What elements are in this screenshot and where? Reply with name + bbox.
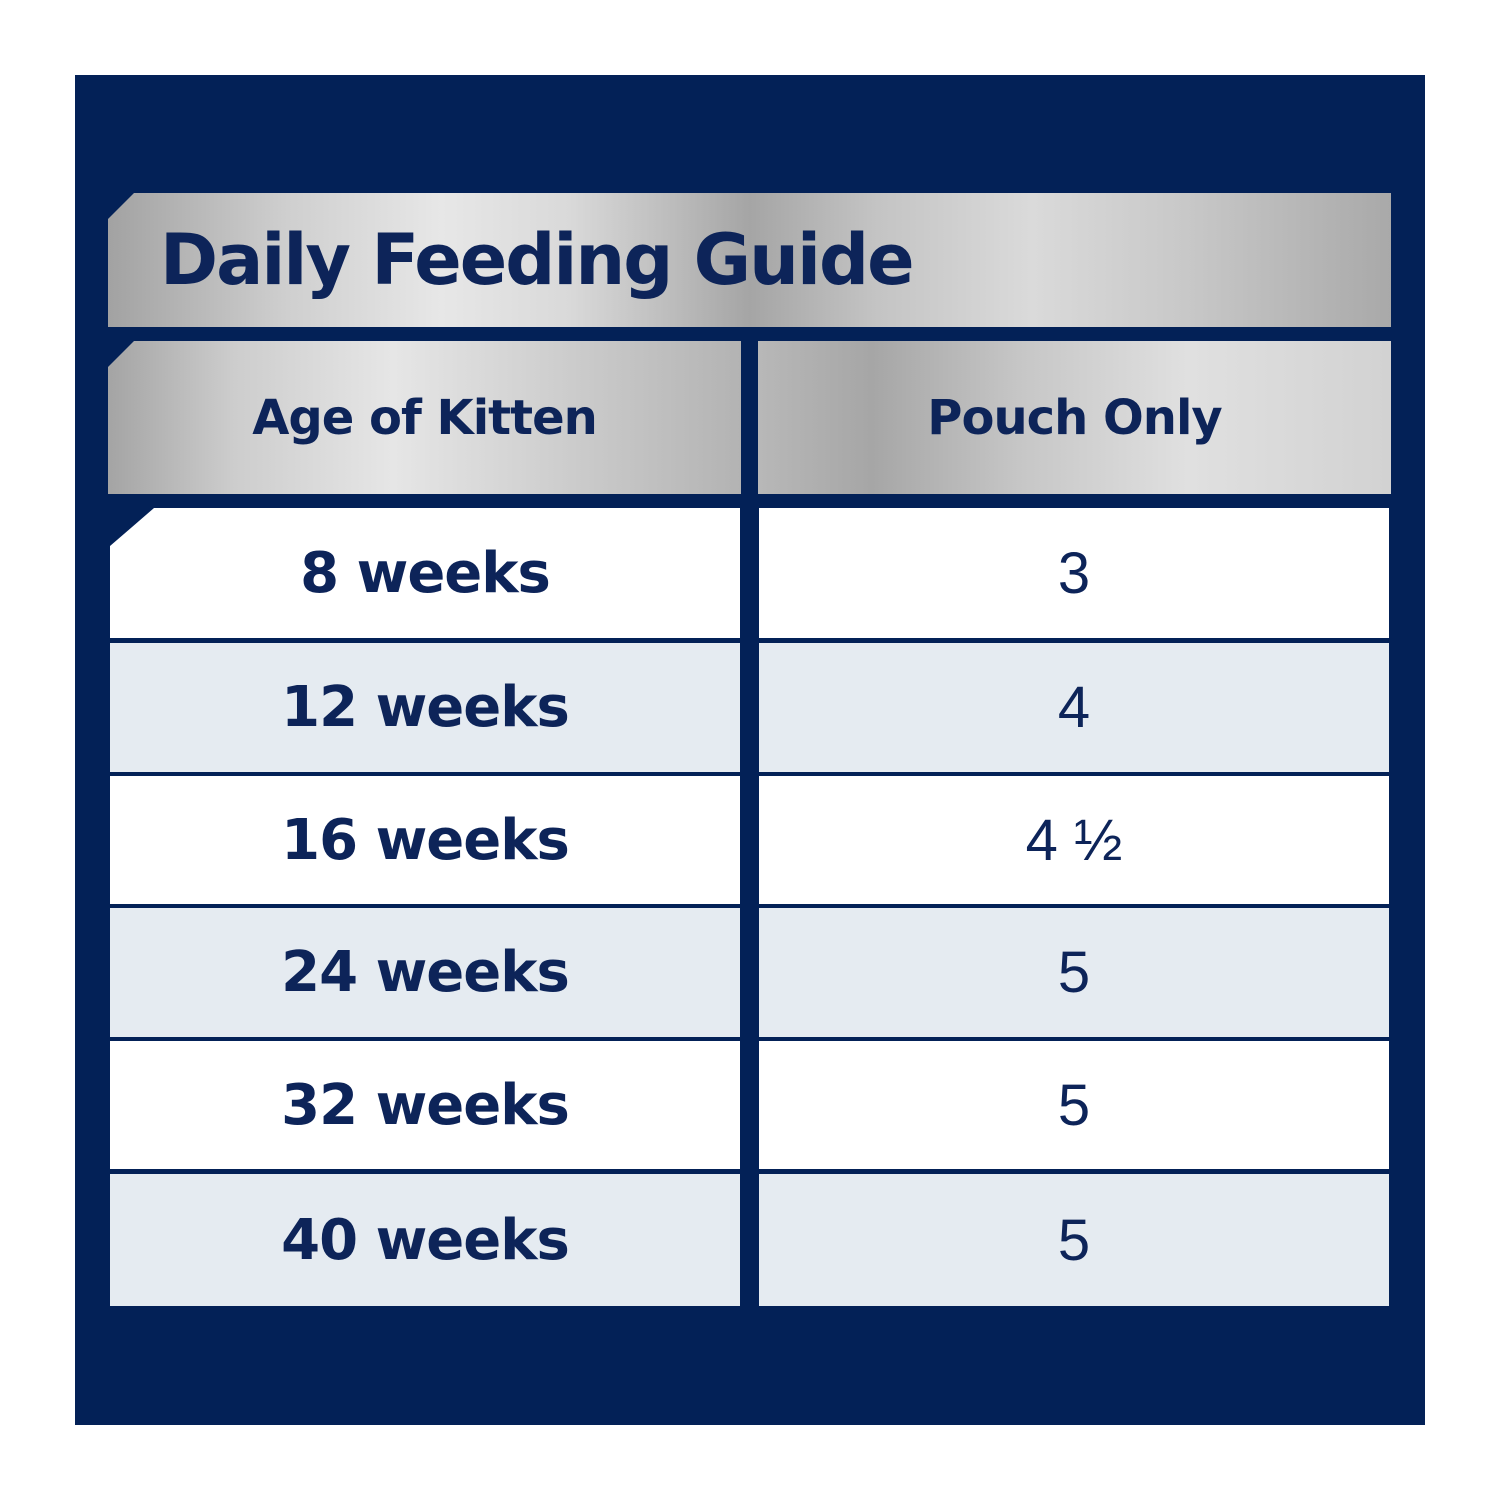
table-cell-age: 32 weeks <box>110 1041 740 1169</box>
column-header-pouch: Pouch Only <box>758 341 1391 494</box>
table-cell-pouch: 4 ½ <box>759 776 1389 904</box>
table-cell-age: 24 weeks <box>110 908 740 1037</box>
table-cell-age: 16 weeks <box>110 776 740 904</box>
page-title: Daily Feeding Guide <box>160 219 915 301</box>
column-header-age: Age of Kitten <box>108 341 741 494</box>
table-cell-age: 12 weeks <box>110 643 740 772</box>
table-cell-pouch: 5 <box>759 1174 1389 1306</box>
table-cell-pouch: 5 <box>759 908 1389 1037</box>
table-cell-pouch: 3 <box>759 508 1389 638</box>
title-banner: Daily Feeding Guide <box>108 193 1391 327</box>
table-cell-pouch: 4 <box>759 643 1389 772</box>
table-cell-age: 40 weeks <box>110 1174 740 1306</box>
table-cell-pouch: 5 <box>759 1041 1389 1169</box>
table-cell-age: 8 weeks <box>110 508 740 638</box>
